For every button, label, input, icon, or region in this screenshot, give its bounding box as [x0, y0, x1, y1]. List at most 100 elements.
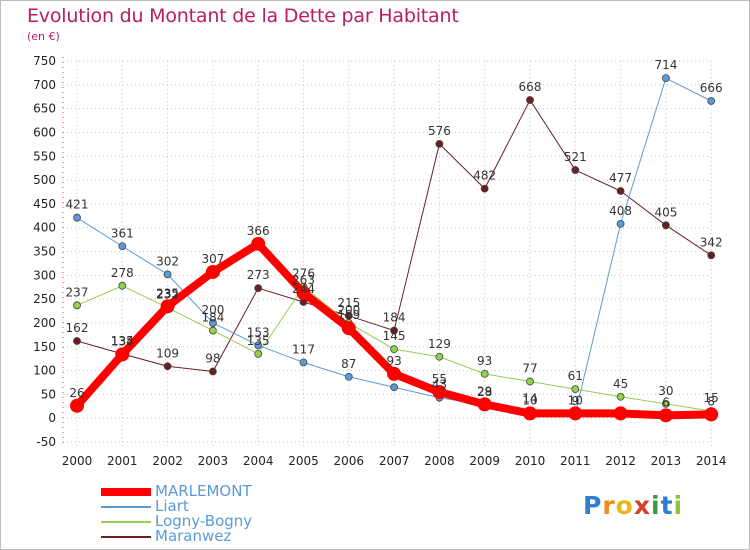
data-point: [299, 358, 308, 367]
chart-unit: (en €): [27, 30, 60, 43]
data-label: 134: [111, 334, 134, 348]
data-label: 215: [337, 296, 360, 310]
data-point: [568, 406, 583, 421]
data-point: [616, 187, 625, 195]
y-tick-label: -50: [36, 435, 56, 449]
data-label: 668: [519, 80, 542, 94]
data-label: 87: [341, 357, 356, 371]
data-point: [707, 97, 716, 105]
data-point: [251, 236, 266, 251]
x-tick-label: 2000: [62, 454, 93, 468]
data-point: [662, 221, 670, 230]
logo-letter: i: [651, 491, 661, 520]
y-tick-label: 0: [48, 411, 56, 425]
data-point: [208, 367, 217, 376]
data-label: 14: [522, 392, 537, 406]
data-label: 302: [156, 254, 179, 268]
data-point: [571, 166, 580, 174]
data-point: [571, 385, 580, 394]
axes: -50 0 50 100 150 200 250 300 350 400 450 500 550 600 6…: [33, 54, 726, 468]
data-label: 45: [613, 377, 628, 391]
data-label: 15: [704, 391, 719, 405]
legend-swatch: [101, 536, 151, 538]
x-tick-label: 2002: [152, 454, 183, 468]
data-label: 129: [428, 337, 451, 351]
data-point: [118, 281, 127, 290]
y-tick-label: 650: [33, 102, 56, 116]
x-tick-label: 2001: [107, 454, 138, 468]
data-point: [432, 384, 447, 399]
series-group: [70, 74, 719, 423]
data-label: 98: [205, 352, 220, 366]
logo-letter: x: [633, 491, 651, 520]
data-label: 521: [564, 150, 587, 164]
chart-title: Evolution du Montant de la Dette par Hab…: [27, 5, 459, 27]
data-label: 184: [201, 311, 224, 325]
y-tick-label: 550: [33, 149, 56, 163]
data-point: [73, 337, 81, 345]
data-point: [118, 242, 127, 251]
data-label: 666: [700, 81, 723, 95]
x-tick-label: 2010: [515, 454, 546, 468]
data-label: 576: [428, 124, 451, 138]
y-tick-label: 100: [33, 364, 56, 378]
data-label: 276: [292, 267, 315, 281]
data-label: 10: [568, 393, 583, 407]
legend-label: Maranwez: [155, 527, 232, 545]
data-label: 184: [383, 311, 406, 325]
data-point: [254, 349, 263, 358]
data-point: [73, 213, 81, 222]
data-point: [435, 139, 444, 148]
data-label: 263: [292, 273, 315, 287]
data-label: 26: [69, 386, 84, 400]
data-label: 273: [247, 268, 270, 282]
x-tick-label: 2006: [334, 454, 365, 468]
data-point: [344, 372, 353, 381]
legend-item: Logny-Bogny: [101, 512, 301, 530]
data-point: [616, 392, 625, 401]
y-tick-label: 600: [33, 125, 56, 139]
data-label: 109: [156, 346, 179, 360]
data-label: 361: [111, 226, 134, 240]
data-label: 405: [654, 205, 677, 219]
logo-letter: t: [660, 491, 674, 520]
data-point: [704, 407, 719, 422]
logo-letter: P: [583, 491, 603, 520]
data-point: [616, 219, 625, 228]
data-point: [296, 285, 311, 300]
data-point: [707, 251, 716, 260]
x-tick-label: 2009: [469, 454, 500, 468]
y-tick-label: 50: [41, 387, 56, 401]
y-tick-label: 350: [33, 245, 56, 259]
data-point: [480, 369, 489, 378]
data-label: 93: [386, 354, 401, 368]
x-tick-label: 2004: [243, 454, 274, 468]
legend-item: Liart: [101, 497, 301, 515]
data-label: 232: [156, 288, 179, 302]
data-point: [163, 362, 172, 371]
data-point: [435, 352, 444, 361]
data-point: [160, 299, 175, 314]
x-tick-label: 2013: [651, 454, 682, 468]
data-label: 135: [247, 334, 270, 348]
data-label: 77: [522, 362, 537, 376]
x-tick-label: 2005: [288, 454, 319, 468]
data-label: 714: [654, 58, 677, 72]
proxiti-logo: Proxiti: [583, 491, 683, 520]
data-label: 145: [383, 329, 406, 343]
logo-letter: o: [615, 491, 634, 520]
data-point: [390, 326, 399, 335]
data-point: [115, 347, 130, 362]
data-point: [205, 264, 220, 279]
legend-swatch: [101, 521, 151, 523]
data-label: 55: [432, 372, 447, 386]
data-point: [526, 96, 534, 104]
legend-item: MARLEMONT: [101, 482, 301, 500]
data-label: 307: [201, 252, 224, 266]
data-label: 153: [247, 325, 270, 339]
y-tick-label: 750: [33, 54, 56, 68]
data-label: 8: [707, 394, 715, 408]
data-label: 477: [609, 171, 632, 185]
data-label: 366: [247, 224, 270, 238]
